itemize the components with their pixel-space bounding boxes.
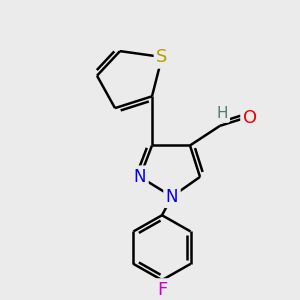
Text: H: H bbox=[216, 106, 228, 121]
Text: N: N bbox=[166, 188, 178, 206]
Text: F: F bbox=[157, 281, 167, 299]
Text: N: N bbox=[134, 168, 146, 186]
Text: S: S bbox=[156, 48, 168, 66]
Text: O: O bbox=[243, 109, 257, 127]
